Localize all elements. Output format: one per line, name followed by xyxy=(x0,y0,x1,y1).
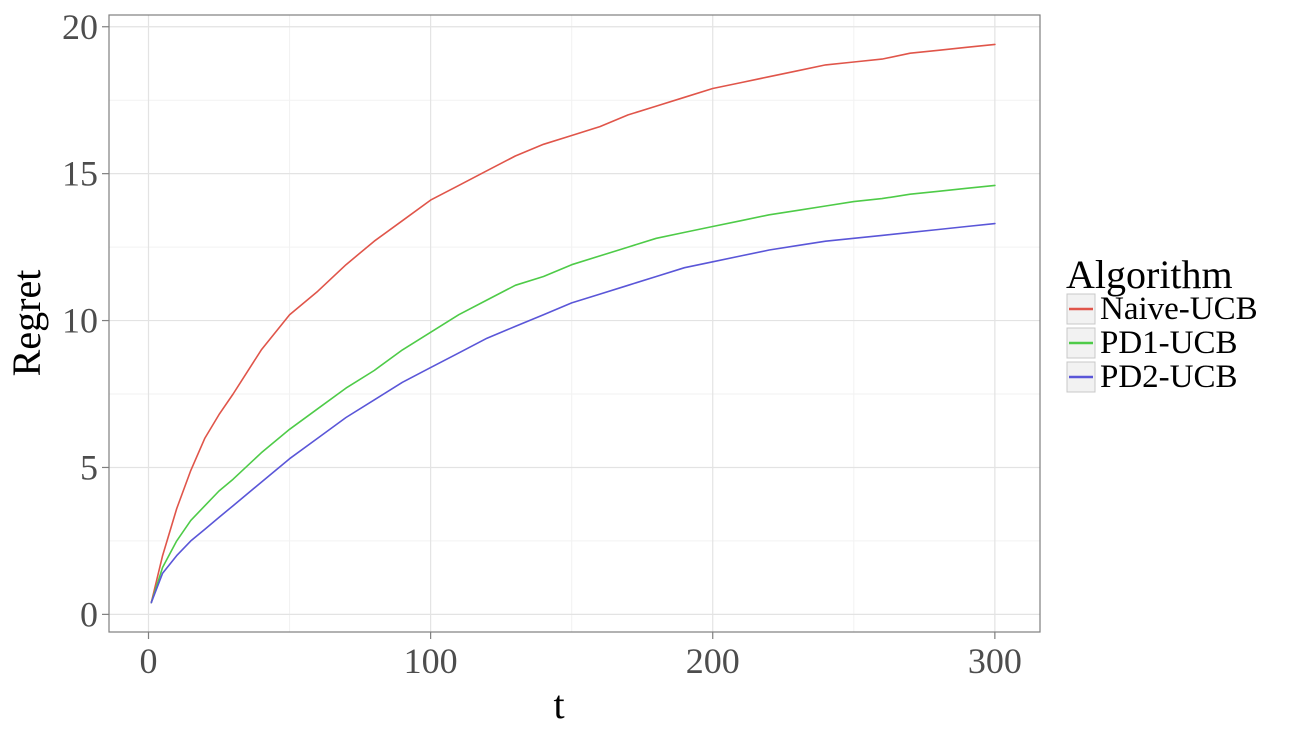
legend-label: Naive-UCB xyxy=(1100,291,1258,327)
x-tick-label: 0 xyxy=(139,641,157,681)
series-line-naive-ucb xyxy=(150,43,996,604)
x-axis-title: t xyxy=(553,682,564,727)
series-lines xyxy=(150,43,996,604)
minor-grid xyxy=(109,15,1040,632)
legend-label: PD1-UCB xyxy=(1100,325,1238,361)
series-line-pd2-ucb xyxy=(150,222,996,604)
x-axis: 0 100 200 300 xyxy=(139,632,1022,681)
y-tick-label: 20 xyxy=(62,7,98,47)
x-tick-label: 100 xyxy=(404,641,458,681)
major-grid xyxy=(109,15,1040,632)
y-axis-title: Regret xyxy=(4,270,49,377)
y-tick-label: 10 xyxy=(62,301,98,341)
x-tick-label: 300 xyxy=(968,641,1022,681)
y-axis: 0 5 10 15 20 xyxy=(62,7,109,634)
y-tick-label: 5 xyxy=(80,447,98,487)
panel-background xyxy=(109,15,1040,632)
legend-label: PD2-UCB xyxy=(1100,359,1238,395)
y-tick-label: 0 xyxy=(80,594,98,634)
y-tick-label: 15 xyxy=(62,154,98,194)
panel-border xyxy=(108,14,1041,633)
x-tick-label: 200 xyxy=(686,641,740,681)
series-line-pd1-ucb xyxy=(150,184,996,604)
legend-title: Algorithm xyxy=(1066,252,1233,297)
